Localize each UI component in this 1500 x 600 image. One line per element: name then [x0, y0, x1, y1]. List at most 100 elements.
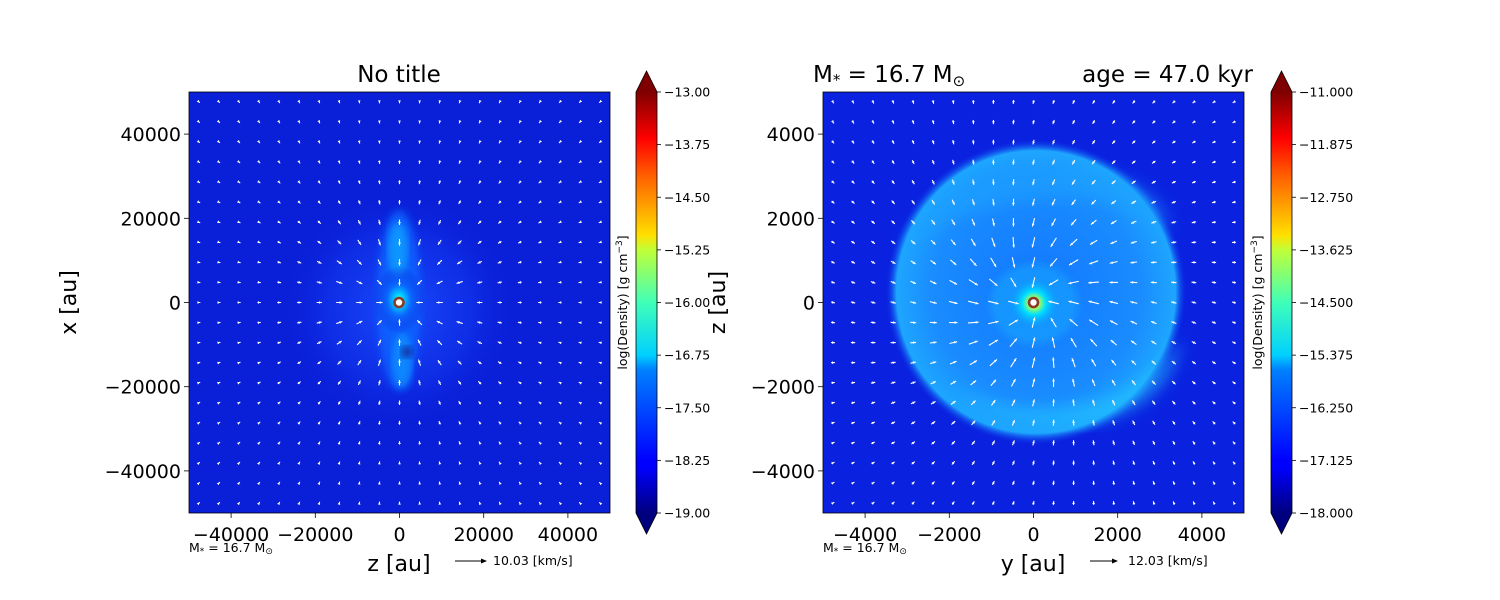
velocity-arrowhead: [932, 261, 936, 265]
velocity-arrowhead: [297, 200, 301, 204]
velocity-arrowhead: [1052, 420, 1055, 423]
velocity-arrowhead: [538, 260, 542, 264]
right-colorbar-min-extend: [1271, 513, 1292, 534]
velocity-arrowhead: [217, 321, 221, 325]
velocity-arrowhead: [1112, 380, 1115, 384]
velocity-arrowhead: [1171, 341, 1175, 344]
velocity-arrowhead: [317, 120, 320, 123]
velocity-arrowhead: [297, 180, 300, 184]
velocity-arrowhead: [1031, 244, 1035, 248]
velocity-arrowhead: [237, 280, 241, 284]
velocity-arrowhead: [1132, 380, 1135, 384]
velocity-arrowhead: [1012, 182, 1015, 185]
velocity-arrowhead: [995, 301, 999, 305]
velocity-arrowhead: [277, 240, 281, 244]
velocity-arrowhead: [1192, 180, 1196, 184]
velocity-arrowhead: [994, 282, 998, 286]
velocity-arrowhead: [297, 462, 300, 465]
colorbar-tick-label: −13.00: [664, 85, 710, 100]
velocity-arrowhead: [559, 442, 563, 445]
velocity-arrowhead: [975, 301, 979, 305]
velocity-arrowhead: [971, 181, 975, 185]
velocity-arrowhead: [456, 281, 460, 284]
velocity-arrowhead: [478, 240, 482, 244]
velocity-arrowhead: [479, 120, 482, 123]
velocity-arrowhead: [418, 120, 422, 124]
velocity-arrowhead: [1151, 281, 1154, 284]
velocity-arrowhead: [197, 260, 200, 264]
velocity-arrowhead: [852, 361, 855, 365]
velocity-arrowhead: [1191, 281, 1195, 284]
velocity-arrowhead: [217, 280, 221, 284]
velocity-arrowhead: [911, 502, 915, 505]
velocity-arrowhead: [378, 359, 381, 363]
velocity-arrowhead: [599, 240, 602, 244]
velocity-arrowhead: [1173, 481, 1176, 485]
velocity-arrowhead: [1092, 400, 1095, 403]
velocity-arrowhead: [317, 401, 321, 405]
colorbar-tick-label: −17.125: [1299, 453, 1353, 468]
right-velocity-key-label: 12.03 [km/s]: [1128, 553, 1208, 568]
velocity-arrowhead: [951, 481, 955, 485]
velocity-arrowhead: [1011, 501, 1015, 505]
velocity-arrowhead: [1132, 100, 1136, 104]
velocity-arrowhead: [1012, 420, 1015, 424]
velocity-arrowhead: [1051, 222, 1055, 226]
velocity-arrowhead: [599, 422, 603, 425]
velocity-arrowhead: [971, 461, 975, 465]
velocity-arrowhead: [872, 341, 876, 344]
velocity-arrowhead: [1088, 300, 1092, 304]
velocity-arrowhead: [398, 502, 401, 505]
y-tick-label: 4000: [767, 124, 815, 146]
velocity-arrowhead: [297, 160, 300, 164]
velocity-arrowhead: [1092, 501, 1096, 505]
velocity-arrowhead: [398, 242, 401, 246]
velocity-arrowhead: [1191, 301, 1195, 304]
velocity-arrowhead: [257, 260, 261, 264]
velocity-arrowhead: [559, 482, 563, 486]
velocity-arrowhead: [1072, 100, 1076, 104]
velocity-arrowhead: [1171, 240, 1175, 244]
velocity-arrowhead: [971, 501, 975, 505]
velocity-arrowhead: [1092, 181, 1095, 184]
velocity-arrowhead: [1193, 501, 1196, 505]
velocity-arrowhead: [297, 421, 300, 425]
velocity-arrowhead: [398, 441, 401, 445]
velocity-arrowhead: [1111, 221, 1115, 224]
right-x-axis-label: y [au]: [1001, 552, 1066, 577]
left-velocity-key-label: 10.03 [km/s]: [493, 553, 573, 568]
velocity-arrowhead: [1052, 481, 1055, 484]
velocity-arrowhead: [1232, 281, 1236, 284]
left-velocity-key-arrowhead: [481, 558, 487, 564]
velocity-arrowhead: [891, 100, 895, 104]
velocity-arrowhead: [458, 502, 462, 505]
velocity-arrowhead: [357, 380, 361, 384]
velocity-arrowhead: [1110, 320, 1114, 324]
velocity-arrowhead: [1032, 181, 1035, 185]
velocity-arrowhead: [1192, 160, 1196, 163]
velocity-arrowhead: [479, 461, 482, 465]
velocity-arrowhead: [1068, 300, 1072, 304]
velocity-arrowhead: [499, 462, 502, 465]
y-tick-label: −40000: [105, 461, 181, 483]
velocity-arrowhead: [974, 340, 978, 344]
velocity-arrowhead: [891, 220, 895, 224]
velocity-arrowhead: [277, 260, 281, 264]
velocity-arrowhead: [1012, 440, 1015, 444]
y-tick-label: −4000: [751, 461, 815, 483]
velocity-arrowhead: [872, 321, 876, 324]
velocity-arrowhead: [871, 140, 874, 144]
velocity-arrowhead: [277, 220, 281, 224]
velocity-arrowhead: [217, 240, 220, 244]
velocity-arrowhead: [358, 241, 361, 245]
velocity-arrowhead: [1152, 441, 1156, 445]
colorbar-tick-label: −12.750: [1299, 190, 1353, 205]
velocity-arrowhead: [499, 140, 502, 143]
velocity-arrowhead: [297, 119, 300, 123]
velocity-arrowhead: [236, 180, 240, 183]
velocity-arrowhead: [993, 380, 996, 383]
colorbar-tick-label: −13.625: [1299, 242, 1353, 257]
velocity-arrowhead: [932, 421, 935, 425]
velocity-arrowhead: [216, 402, 220, 405]
right-ticks: −4000 −2000 0 2000 4000 4000 2000 0 −2000 −4000: [751, 124, 1226, 546]
